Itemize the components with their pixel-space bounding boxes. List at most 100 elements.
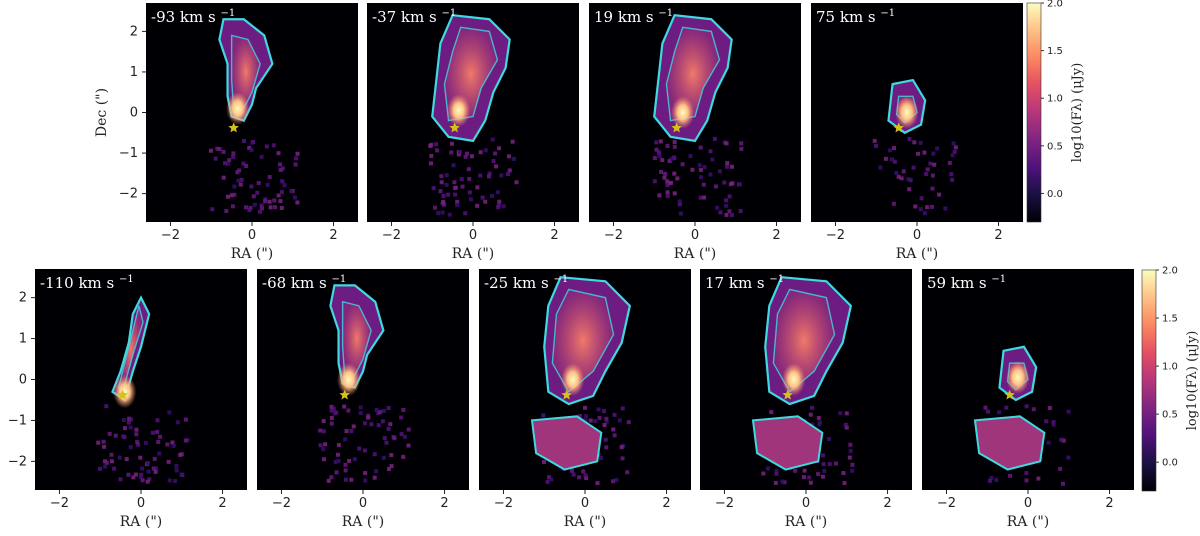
noise-pixel bbox=[919, 196, 924, 201]
noise-pixel bbox=[491, 159, 496, 164]
colorbar-gradient bbox=[1141, 269, 1157, 492]
velocity-label: 19 km s −1 bbox=[594, 8, 673, 26]
colorbar-tick-label: 1.5 bbox=[1047, 46, 1063, 57]
noise-pixel bbox=[342, 404, 347, 409]
noise-pixel bbox=[276, 193, 281, 198]
noise-pixel bbox=[232, 184, 237, 189]
y-axis-label: Dec (") bbox=[94, 88, 110, 137]
y-tick-label: −1 bbox=[119, 146, 138, 161]
star-marker bbox=[449, 122, 460, 133]
x-tick-label: 2 bbox=[1105, 496, 1113, 511]
x-tick-label: 2 bbox=[218, 496, 226, 511]
noise-pixel bbox=[434, 142, 439, 147]
noise-pixel bbox=[727, 194, 732, 199]
velocity-label: 59 km s −1 bbox=[927, 274, 1006, 292]
noise-pixel bbox=[449, 141, 454, 146]
noise-pixel bbox=[247, 208, 252, 213]
noise-pixel bbox=[497, 146, 502, 151]
noise-pixel bbox=[165, 442, 170, 447]
noise-pixel bbox=[363, 471, 368, 476]
x-tick-label: −2 bbox=[715, 496, 734, 511]
noise-pixel bbox=[495, 190, 500, 195]
noise-pixel bbox=[761, 471, 766, 476]
noise-pixel bbox=[569, 468, 574, 473]
noise-pixel bbox=[505, 172, 510, 177]
y-tick-label: 2 bbox=[19, 291, 27, 306]
noise-pixel bbox=[469, 154, 474, 159]
noise-pixel bbox=[232, 192, 237, 197]
channel-panel: -93 km s −1 −2 0 2 RA (") 2 1 0 −1 −2 Dec (") bbox=[94, 3, 358, 262]
noise-pixel bbox=[155, 418, 160, 423]
colorbar-tick-label: 1.0 bbox=[1162, 362, 1178, 373]
noise-pixel bbox=[663, 171, 668, 176]
noise-pixel bbox=[698, 167, 703, 172]
noise-pixel bbox=[604, 445, 609, 450]
noise-pixel bbox=[916, 151, 921, 156]
noise-pixel bbox=[381, 455, 386, 460]
noise-pixel bbox=[808, 480, 813, 485]
noise-pixel bbox=[688, 154, 693, 159]
noise-pixel bbox=[438, 189, 443, 194]
noise-pixel bbox=[547, 475, 552, 480]
noise-pixel bbox=[595, 481, 600, 486]
noise-pixel bbox=[217, 146, 222, 151]
noise-pixel bbox=[657, 151, 662, 156]
noise-pixel bbox=[96, 440, 101, 445]
noise-pixel bbox=[112, 466, 117, 471]
noise-pixel bbox=[808, 412, 813, 417]
star-marker bbox=[782, 389, 793, 400]
noise-pixel bbox=[362, 448, 367, 453]
noise-pixel bbox=[248, 205, 253, 210]
noise-pixel bbox=[386, 466, 391, 471]
velocity-exponent: −1 bbox=[441, 8, 456, 19]
noise-pixel bbox=[702, 195, 707, 200]
noise-pixel bbox=[986, 409, 991, 414]
noise-pixel bbox=[225, 194, 230, 199]
noise-pixel bbox=[107, 431, 112, 436]
noise-pixel bbox=[604, 416, 609, 421]
velocity-exponent: −1 bbox=[220, 8, 235, 19]
noise-pixel bbox=[672, 144, 677, 149]
noise-pixel bbox=[603, 437, 608, 442]
noise-pixel bbox=[725, 161, 730, 166]
noise-pixel bbox=[665, 194, 670, 199]
noise-pixel bbox=[654, 147, 659, 152]
noise-pixel bbox=[690, 167, 695, 172]
noise-pixel bbox=[103, 464, 108, 469]
noise-pixel bbox=[672, 140, 677, 145]
noise-pixel bbox=[174, 468, 179, 473]
noise-pixel bbox=[724, 141, 729, 146]
x-tick-label: 0 bbox=[802, 496, 810, 511]
noise-pixel bbox=[844, 411, 849, 416]
noise-pixel bbox=[247, 145, 252, 150]
noise-pixel bbox=[665, 190, 670, 195]
noise-pixel bbox=[444, 173, 449, 178]
noise-pixel bbox=[336, 459, 341, 464]
channel-panel: 59 km s −1 −2 0 2 RA (") bbox=[922, 269, 1134, 530]
noise-pixel bbox=[104, 404, 109, 409]
noise-pixel bbox=[478, 173, 483, 178]
noise-pixel bbox=[158, 434, 163, 439]
noise-pixel bbox=[378, 409, 383, 414]
noise-pixel bbox=[231, 151, 236, 156]
noise-pixel bbox=[821, 462, 826, 467]
noise-pixel bbox=[329, 415, 334, 420]
colorbar: 2.0 1.5 1.0 0.5 0.0 log10(Fλ) (μJy) bbox=[1141, 266, 1200, 492]
noise-pixel bbox=[352, 457, 357, 462]
noise-pixel bbox=[451, 163, 456, 168]
noise-pixel bbox=[604, 419, 609, 424]
noise-pixel bbox=[617, 418, 622, 423]
velocity-exponent: −1 bbox=[331, 274, 346, 285]
x-tick-label: 0 bbox=[1024, 496, 1032, 511]
noise-pixel bbox=[126, 472, 131, 477]
noise-pixel bbox=[1024, 404, 1029, 409]
y-tick-label: −1 bbox=[8, 413, 27, 428]
noise-pixel bbox=[466, 167, 471, 172]
noise-pixel bbox=[730, 181, 735, 186]
noise-pixel bbox=[680, 162, 685, 167]
noise-pixel bbox=[793, 468, 798, 473]
noise-pixel bbox=[490, 193, 495, 198]
noise-pixel bbox=[146, 469, 151, 474]
y-tick-label: 1 bbox=[19, 332, 27, 347]
noise-pixel bbox=[442, 202, 447, 207]
